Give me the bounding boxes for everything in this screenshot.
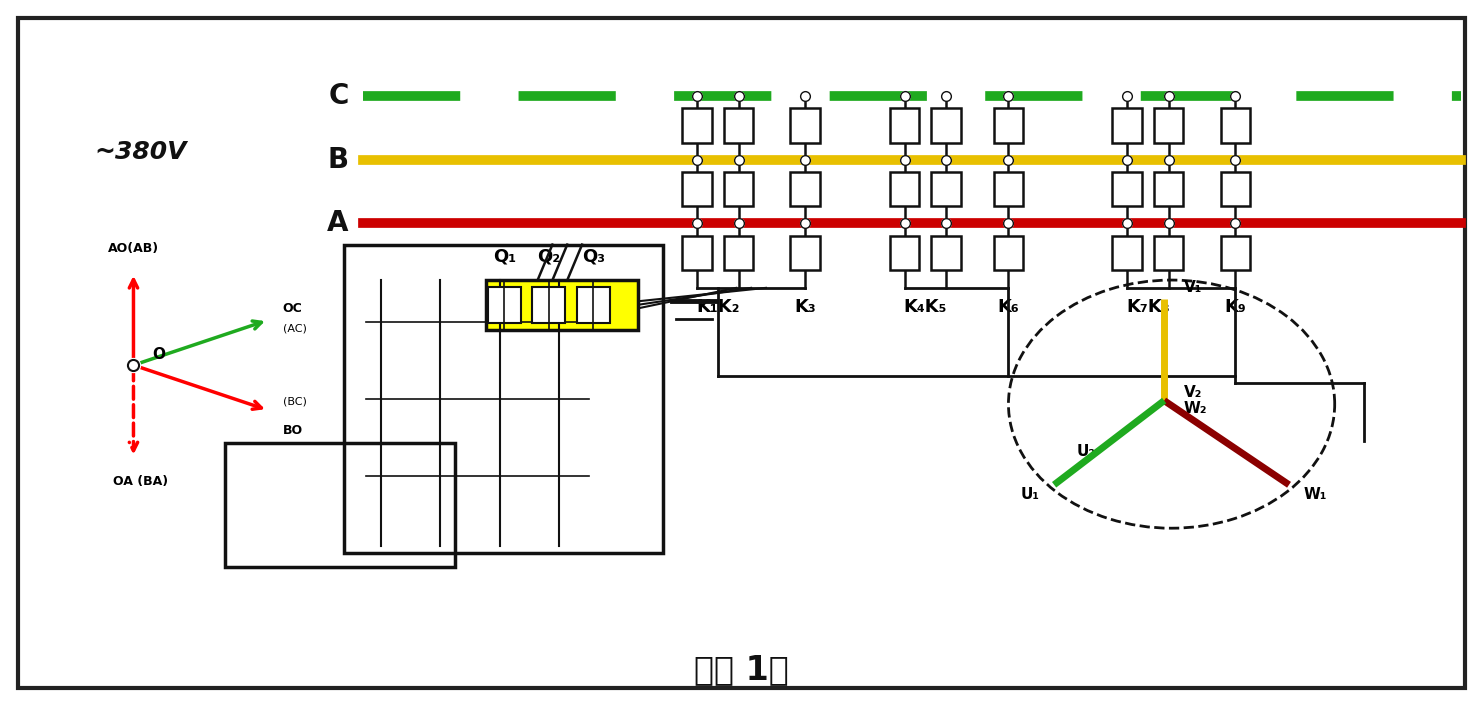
Bar <box>532 287 565 323</box>
Text: K₉: K₉ <box>1225 298 1246 316</box>
Text: K₆: K₆ <box>998 298 1019 316</box>
Bar <box>890 108 919 143</box>
Text: O: O <box>685 247 703 266</box>
Bar <box>682 172 712 206</box>
Text: W₂: W₂ <box>1183 401 1207 416</box>
Bar <box>1112 236 1142 270</box>
Bar <box>1154 108 1183 143</box>
Bar <box>1154 236 1183 270</box>
Bar <box>486 280 638 330</box>
Text: OC: OC <box>283 301 303 315</box>
Bar <box>1221 236 1250 270</box>
Text: A: A <box>328 209 349 238</box>
Bar <box>994 236 1023 270</box>
Bar <box>890 172 919 206</box>
Bar <box>682 236 712 270</box>
Text: ~380V: ~380V <box>95 140 187 164</box>
Text: W₁: W₁ <box>1304 487 1327 502</box>
Bar <box>790 236 820 270</box>
Bar <box>225 443 455 567</box>
Text: B: B <box>328 145 349 174</box>
Text: 控制装置: 控制装置 <box>313 495 368 515</box>
Text: Q₂: Q₂ <box>537 248 561 266</box>
Text: K₇K₈: K₇K₈ <box>1126 298 1170 316</box>
Text: K₁K₂: K₁K₂ <box>696 298 740 316</box>
Bar <box>1112 172 1142 206</box>
Bar <box>724 236 753 270</box>
Text: O: O <box>153 347 166 362</box>
Text: 【图 1】: 【图 1】 <box>694 654 789 686</box>
Text: K₄K₅: K₄K₅ <box>903 298 948 316</box>
Text: U₁: U₁ <box>1020 487 1040 502</box>
Bar <box>1112 108 1142 143</box>
Text: AO(AB): AO(AB) <box>108 242 159 255</box>
Bar <box>931 172 961 206</box>
Text: V₁: V₁ <box>1183 279 1201 294</box>
Text: (BC): (BC) <box>283 396 307 406</box>
Text: OA (BA): OA (BA) <box>113 475 169 488</box>
Bar <box>994 172 1023 206</box>
Bar <box>724 108 753 143</box>
Bar <box>724 172 753 206</box>
Bar <box>488 287 521 323</box>
Bar <box>790 108 820 143</box>
Text: (AC): (AC) <box>283 324 307 334</box>
Bar <box>931 108 961 143</box>
Text: K₃: K₃ <box>795 298 816 316</box>
Text: V₂: V₂ <box>1183 385 1201 400</box>
Bar <box>344 245 663 553</box>
Bar <box>994 108 1023 143</box>
Bar <box>890 236 919 270</box>
Text: Q₁: Q₁ <box>492 248 516 266</box>
Bar <box>1221 172 1250 206</box>
Bar <box>931 236 961 270</box>
Text: Q₃: Q₃ <box>581 248 605 266</box>
Text: C: C <box>328 82 349 110</box>
Bar <box>1221 108 1250 143</box>
Bar <box>790 172 820 206</box>
Text: U₂: U₂ <box>1077 445 1096 459</box>
Bar <box>682 108 712 143</box>
Bar <box>1154 172 1183 206</box>
Text: BO: BO <box>283 424 303 437</box>
Bar <box>577 287 610 323</box>
